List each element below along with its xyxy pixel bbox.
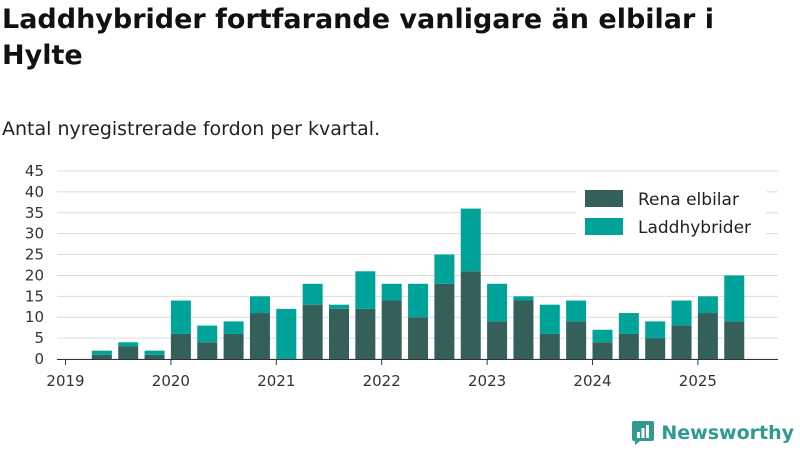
x-tick-label: 2023 <box>468 372 506 390</box>
legend-label: Rena elbilar <box>638 190 739 210</box>
bar-segment <box>697 296 718 314</box>
bar-segment <box>671 325 692 359</box>
bar-segment <box>249 313 270 359</box>
y-tick-label: 35 <box>25 204 44 222</box>
bar-segment <box>408 317 429 359</box>
legend-swatch <box>585 218 623 235</box>
bar-segment <box>381 283 402 301</box>
legend-label: Laddhybrider <box>638 218 751 238</box>
bar-segment <box>302 283 323 305</box>
bar-segment <box>144 354 165 359</box>
bar-segment <box>566 321 587 359</box>
bar-segment <box>197 342 218 359</box>
y-tick-label: 5 <box>34 329 44 347</box>
bar-segment <box>618 333 639 359</box>
bar-segment <box>144 350 165 355</box>
chart-subtitle: Antal nyregistrerade fordon per kvartal. <box>2 118 381 140</box>
x-tick-label: 2019 <box>46 372 84 390</box>
bar-segment <box>724 275 745 322</box>
bar-segment <box>223 321 244 334</box>
brand-name: Newsworthy <box>661 422 794 444</box>
y-tick-label: 10 <box>25 308 44 326</box>
bar-segment <box>513 296 534 301</box>
legend-swatch <box>585 190 623 207</box>
x-tick-label: 2024 <box>573 372 611 390</box>
bar-segment <box>697 313 718 359</box>
y-tick-label: 30 <box>25 225 44 243</box>
bar-segment <box>566 300 587 322</box>
bar-segment <box>118 346 139 359</box>
bar-segment <box>329 308 349 359</box>
bar-segment <box>91 354 112 359</box>
y-tick-label: 40 <box>25 183 44 201</box>
bar-segment <box>355 308 376 359</box>
bar-segment <box>487 283 508 322</box>
bar-segment <box>170 333 191 359</box>
bar-segment <box>434 254 455 284</box>
bar-segment <box>460 271 481 359</box>
bar-segment <box>408 283 429 318</box>
y-tick-label: 0 <box>34 350 44 368</box>
y-tick-label: 15 <box>25 287 44 305</box>
bar-segment <box>539 304 560 334</box>
x-tick-label: 2025 <box>679 372 717 390</box>
bar-segment <box>434 283 455 359</box>
bar-segment <box>118 342 139 347</box>
bar-segment <box>249 296 270 314</box>
brand-logo: Newsworthy <box>631 420 794 446</box>
chart-title: Laddhybrider fortfarande vanligare än el… <box>2 4 714 71</box>
bar-segment <box>170 300 191 334</box>
bar-segment <box>329 304 349 309</box>
bar-segment <box>645 338 666 359</box>
bar-segment <box>355 271 376 309</box>
bar-segment <box>645 321 666 339</box>
newsworthy-logo-icon <box>632 421 655 445</box>
bar-segment <box>197 325 218 343</box>
bar-segment <box>724 321 745 359</box>
bar-segment <box>460 208 481 272</box>
y-tick-label: 45 <box>25 162 44 180</box>
bar-segment <box>91 350 112 355</box>
bar-segment <box>671 300 692 326</box>
x-tick-label: 2022 <box>363 372 401 390</box>
bar-segment <box>592 329 613 343</box>
bar-segment <box>513 300 534 359</box>
bar-segment <box>618 313 639 334</box>
x-tick-label: 2020 <box>152 372 190 390</box>
bar-segment <box>487 321 508 359</box>
bar-segment <box>223 333 244 359</box>
x-tick-label: 2021 <box>257 372 295 390</box>
y-tick-label: 20 <box>25 266 44 284</box>
bar-segment <box>381 300 402 359</box>
bar-segment <box>539 333 560 359</box>
bar-segment <box>302 304 323 359</box>
y-tick-label: 25 <box>25 246 44 264</box>
bar-segment <box>276 308 297 359</box>
bar-segment <box>592 342 613 359</box>
